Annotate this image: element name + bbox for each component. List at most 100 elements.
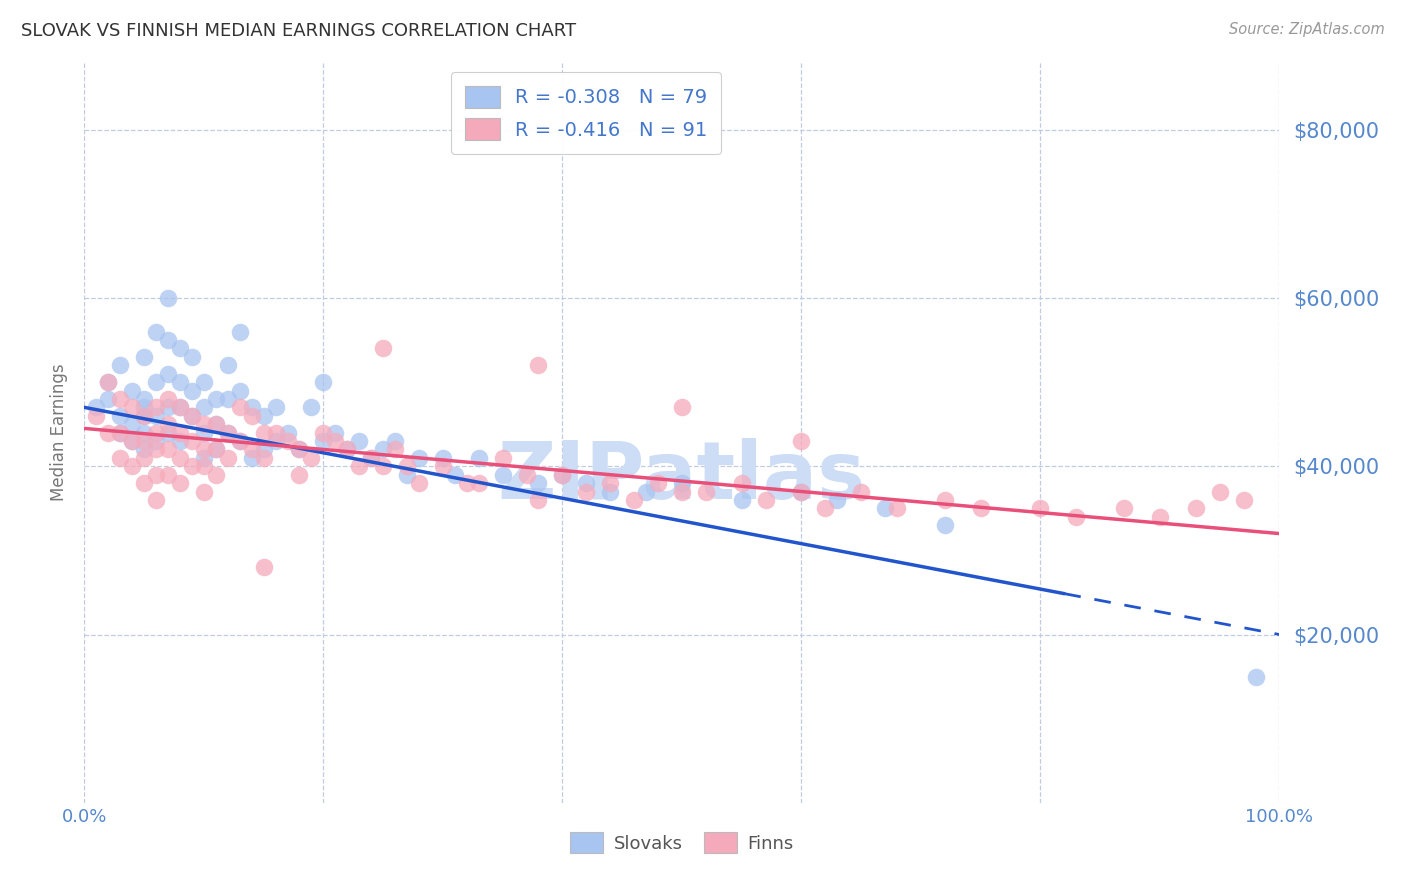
- Point: [599, 476, 621, 491]
- Point: [325, 434, 347, 448]
- Point: [169, 401, 191, 415]
- Point: [169, 425, 191, 440]
- Point: [157, 333, 180, 347]
- Point: [121, 417, 143, 432]
- Point: [312, 434, 335, 448]
- Text: SLOVAK VS FINNISH MEDIAN EARNINGS CORRELATION CHART: SLOVAK VS FINNISH MEDIAN EARNINGS CORREL…: [21, 22, 576, 40]
- Point: [288, 467, 311, 482]
- Point: [181, 384, 204, 398]
- Point: [277, 425, 299, 440]
- Point: [336, 442, 359, 457]
- Point: [527, 492, 550, 507]
- Point: [288, 442, 311, 457]
- Point: [145, 425, 167, 440]
- Point: [132, 392, 156, 406]
- Point: [145, 467, 167, 482]
- Point: [181, 434, 204, 448]
- Point: [86, 401, 108, 415]
- Point: [145, 409, 167, 423]
- Text: Source: ZipAtlas.com: Source: ZipAtlas.com: [1229, 22, 1385, 37]
- Point: [396, 459, 419, 474]
- Point: [110, 409, 132, 423]
- Point: [1066, 509, 1088, 524]
- Point: [110, 425, 132, 440]
- Point: [647, 476, 669, 491]
- Point: [169, 401, 191, 415]
- Point: [408, 450, 430, 465]
- Point: [121, 401, 143, 415]
- Point: [755, 492, 778, 507]
- Point: [217, 425, 239, 440]
- Point: [205, 417, 228, 432]
- Point: [575, 476, 598, 491]
- Point: [181, 459, 204, 474]
- Point: [169, 476, 191, 491]
- Point: [253, 425, 276, 440]
- Point: [132, 476, 156, 491]
- Point: [312, 375, 335, 389]
- Point: [671, 401, 693, 415]
- Point: [253, 450, 276, 465]
- Point: [132, 425, 156, 440]
- Point: [1114, 501, 1136, 516]
- Point: [157, 442, 180, 457]
- Point: [790, 484, 813, 499]
- Point: [373, 442, 395, 457]
- Point: [121, 434, 143, 448]
- Point: [110, 359, 132, 373]
- Point: [169, 434, 191, 448]
- Point: [1149, 509, 1171, 524]
- Point: [384, 442, 406, 457]
- Point: [851, 484, 873, 499]
- Point: [731, 476, 754, 491]
- Point: [193, 459, 215, 474]
- Point: [814, 501, 837, 516]
- Point: [264, 425, 287, 440]
- Point: [384, 434, 406, 448]
- Point: [217, 425, 239, 440]
- Point: [97, 375, 120, 389]
- Point: [121, 434, 143, 448]
- Point: [121, 384, 143, 398]
- Point: [217, 392, 239, 406]
- Point: [875, 501, 897, 516]
- Point: [790, 434, 813, 448]
- Point: [229, 434, 252, 448]
- Point: [301, 450, 323, 465]
- Point: [157, 392, 180, 406]
- Legend: Slovaks, Finns: Slovaks, Finns: [562, 825, 801, 861]
- Point: [253, 560, 276, 574]
- Point: [240, 450, 263, 465]
- Point: [157, 291, 180, 305]
- Point: [1029, 501, 1052, 516]
- Point: [169, 375, 191, 389]
- Point: [934, 492, 956, 507]
- Point: [205, 417, 228, 432]
- Point: [551, 467, 574, 482]
- Point: [671, 484, 693, 499]
- Point: [301, 401, 323, 415]
- Point: [575, 484, 598, 499]
- Point: [349, 459, 371, 474]
- Point: [181, 350, 204, 364]
- Point: [193, 442, 215, 457]
- Point: [312, 425, 335, 440]
- Point: [157, 401, 180, 415]
- Point: [157, 417, 180, 432]
- Point: [551, 467, 574, 482]
- Point: [240, 401, 263, 415]
- Point: [444, 467, 467, 482]
- Point: [205, 392, 228, 406]
- Point: [110, 425, 132, 440]
- Point: [1233, 492, 1256, 507]
- Point: [264, 434, 287, 448]
- Point: [145, 375, 167, 389]
- Point: [934, 518, 956, 533]
- Point: [169, 450, 191, 465]
- Point: [181, 409, 204, 423]
- Point: [623, 492, 645, 507]
- Point: [121, 459, 143, 474]
- Point: [157, 425, 180, 440]
- Point: [360, 450, 382, 465]
- Point: [169, 342, 191, 356]
